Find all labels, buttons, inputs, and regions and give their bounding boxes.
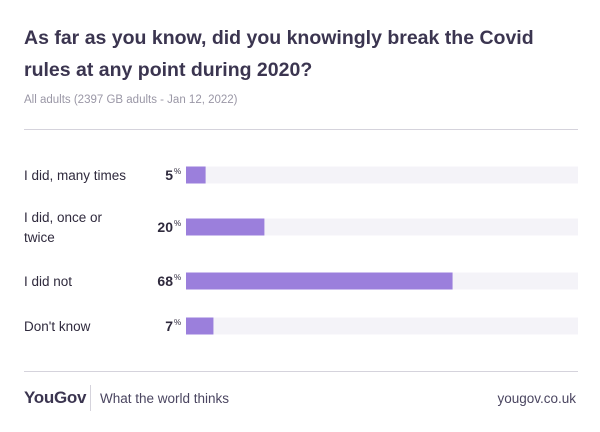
top-divider (24, 129, 578, 130)
category-label: I did not (24, 274, 72, 289)
bar-chart: I did, many times 5 % I did, once or twice 20… (24, 166, 578, 335)
yougov-logo[interactable]: YouGov (24, 388, 87, 407)
value-label: 5 (165, 167, 173, 183)
chart-subtitle: All adults (2397 GB adults - Jan 12, 202… (24, 94, 238, 106)
chart-title: As far as you know, did you knowingly br… (24, 27, 534, 81)
category-label: I did, once or twice (24, 210, 103, 245)
bar-track (186, 317, 578, 335)
category-label: Don't know (24, 319, 91, 334)
bottom-divider (24, 371, 578, 372)
bar-track (186, 166, 578, 184)
bar (186, 166, 206, 184)
value-label: 20 (157, 219, 173, 235)
value-label: 7 (165, 318, 173, 334)
value-unit: % (174, 318, 181, 327)
value-label: 68 (157, 273, 173, 289)
value-unit: % (174, 219, 181, 228)
bar-track (186, 218, 578, 236)
footer-url-link[interactable]: yougov.co.uk (497, 391, 576, 406)
bar (186, 218, 265, 236)
footer-divider (90, 385, 91, 411)
bar (186, 317, 214, 335)
bar (186, 272, 453, 290)
category-label: I did, many times (24, 168, 126, 183)
value-unit: % (174, 273, 181, 282)
footer-tagline: What the world thinks (100, 391, 230, 406)
value-unit: % (174, 167, 181, 176)
